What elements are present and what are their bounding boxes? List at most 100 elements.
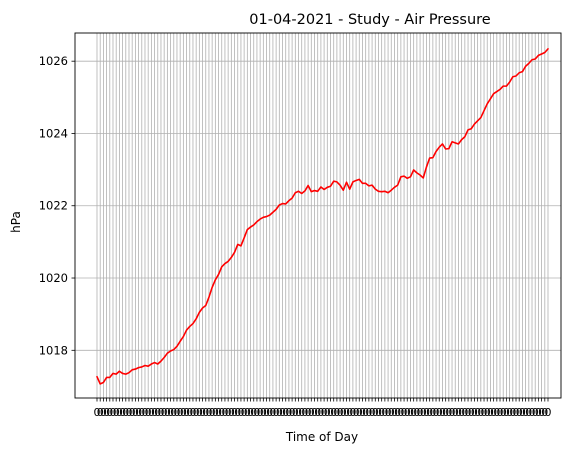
x-tick-label: 0 (186, 406, 193, 419)
x-tick-label: 0 (391, 406, 398, 419)
x-tick-label: 0 (439, 406, 446, 419)
x-tick-label: 0 (487, 406, 494, 419)
x-tick-label: 0 (423, 406, 430, 419)
x-tick-label: 0 (260, 406, 267, 419)
x-tick-label: 0 (353, 406, 360, 419)
x-tick-label: 0 (154, 406, 161, 419)
x-tick-label: 0 (212, 406, 219, 419)
x-tick-label: 0 (234, 406, 241, 419)
x-tick-label: 0 (525, 406, 532, 419)
x-tick-label: 0 (461, 406, 468, 419)
x-tick-label: 0 (273, 406, 280, 419)
y-axis-label: hPa (9, 211, 23, 233)
x-tick-label: 0 (305, 406, 312, 419)
x-tick-label: 0 (193, 406, 200, 419)
x-tick-label: 0 (337, 406, 344, 419)
x-tick-label: 0 (465, 406, 472, 419)
x-tick-label: 0 (413, 406, 420, 419)
x-tick-label: 0 (404, 406, 411, 419)
x-tick-label: 0 (388, 406, 395, 419)
x-tick-label: 0 (321, 406, 328, 419)
x-tick-label: 0 (397, 406, 404, 419)
x-tick-label: 0 (151, 406, 158, 419)
x-tick-label: 0 (420, 406, 427, 419)
x-tick-label: 0 (359, 406, 366, 419)
x-tick-label: 0 (266, 406, 273, 419)
x-tick-label: 0 (148, 406, 155, 419)
x-tick-label: 0 (199, 406, 206, 419)
x-tick-label: 0 (532, 406, 539, 419)
x-tick-label: 0 (317, 406, 324, 419)
x-tick-label: 0 (94, 406, 101, 419)
y-tick-label: 1020 (39, 271, 68, 285)
x-tick-label: 0 (429, 406, 436, 419)
x-tick-label: 0 (173, 406, 180, 419)
x-tick-label: 0 (497, 406, 504, 419)
x-tick-label: 0 (529, 406, 536, 419)
x-tick-label: 0 (394, 406, 401, 419)
x-tick-label: 0 (282, 406, 289, 419)
x-tick-label: 0 (225, 406, 232, 419)
x-tick-label: 0 (129, 406, 136, 419)
x-tick-label: 0 (167, 406, 174, 419)
x-tick-label: 0 (385, 406, 392, 419)
air-pressure-line (96, 48, 549, 385)
x-tick-label: 0 (97, 406, 104, 419)
grid (75, 33, 561, 398)
x-tick-label: 0 (343, 406, 350, 419)
x-tick-label: 0 (135, 406, 142, 419)
x-tick-label: 0 (471, 406, 478, 419)
x-axis: 0000000000000000000000000000000000000000… (94, 398, 552, 419)
x-tick-label: 0 (221, 406, 228, 419)
x-tick-label: 0 (100, 406, 107, 419)
y-axis: 1018 1020 1022 1024 1026 (39, 54, 75, 357)
x-tick-label: 0 (410, 406, 417, 419)
x-tick-label: 0 (538, 406, 545, 419)
x-tick-label: 0 (436, 406, 443, 419)
x-tick-label: 0 (369, 406, 376, 419)
x-tick-label: 0 (209, 406, 216, 419)
x-tick-label: 0 (122, 406, 129, 419)
x-tick-label: 0 (535, 406, 542, 419)
x-tick-label: 0 (545, 406, 552, 419)
x-tick-label: 0 (324, 406, 331, 419)
x-tick-label: 0 (372, 406, 379, 419)
x-tick-label: 0 (509, 406, 516, 419)
x-tick-label: 0 (314, 406, 321, 419)
x-tick-label: 0 (493, 406, 500, 419)
x-tick-label: 0 (401, 406, 408, 419)
x-tick-label: 0 (340, 406, 347, 419)
x-tick-label: 0 (189, 406, 196, 419)
x-tick-label: 0 (433, 406, 440, 419)
x-tick-label: 0 (506, 406, 513, 419)
x-tick-label: 0 (449, 406, 456, 419)
x-tick-label: 0 (417, 406, 424, 419)
x-tick-label: 0 (426, 406, 433, 419)
x-tick-label: 0 (346, 406, 353, 419)
x-tick-label: 0 (244, 406, 251, 419)
x-tick-label: 0 (132, 406, 139, 419)
x-tick-label: 0 (349, 406, 356, 419)
x-tick-label: 0 (116, 406, 123, 419)
x-tick-label: 0 (241, 406, 248, 419)
x-tick-label: 0 (109, 406, 116, 419)
x-tick-label: 0 (481, 406, 488, 419)
x-tick-label: 0 (455, 406, 462, 419)
x-tick-label: 0 (177, 406, 184, 419)
x-tick-label: 0 (289, 406, 296, 419)
x-tick-label: 0 (477, 406, 484, 419)
x-tick-label: 0 (257, 406, 264, 419)
x-tick-label: 0 (138, 406, 145, 419)
y-tick-label: 1022 (39, 199, 68, 213)
x-tick-label: 0 (308, 406, 315, 419)
x-tick-label: 0 (365, 406, 372, 419)
x-tick-label: 0 (292, 406, 299, 419)
x-tick-label: 0 (103, 406, 110, 419)
x-tick-label: 0 (356, 406, 363, 419)
x-tick-label: 0 (269, 406, 276, 419)
x-tick-label: 0 (247, 406, 254, 419)
x-tick-label: 0 (516, 406, 523, 419)
x-tick-label: 0 (106, 406, 113, 419)
